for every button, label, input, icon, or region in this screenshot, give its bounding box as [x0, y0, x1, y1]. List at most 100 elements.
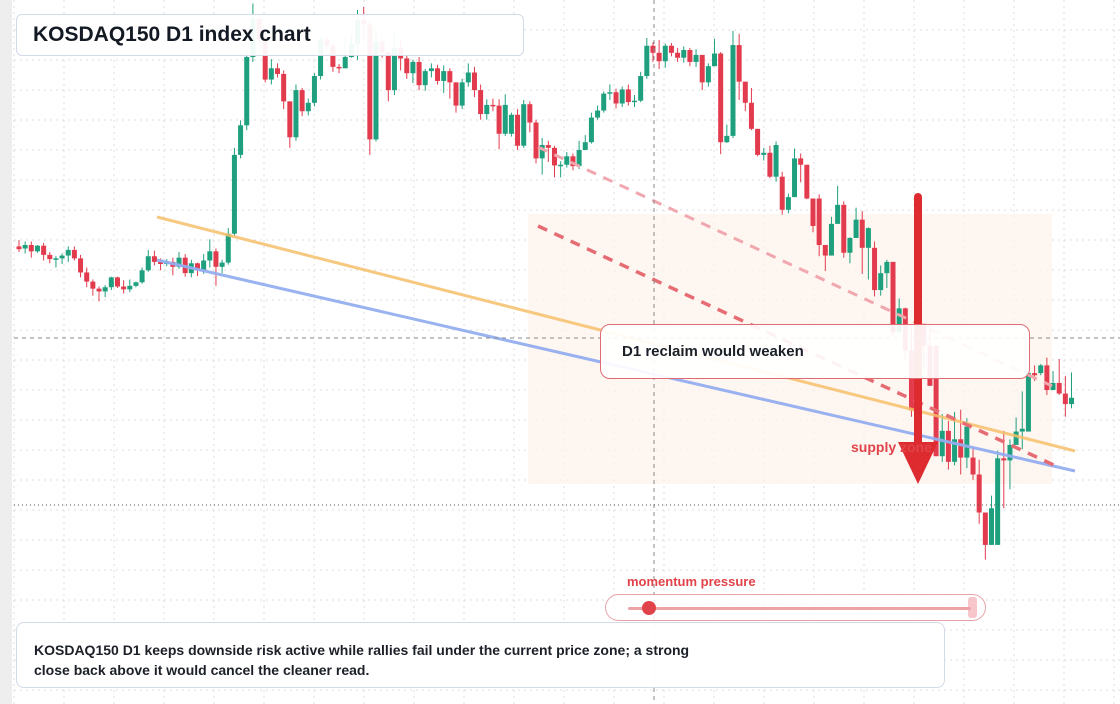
candle-body: [410, 61, 416, 74]
candle-body: [176, 257, 182, 267]
candle-bearish: [16, 240, 22, 253]
reclaim-callout: D1 reclaim would weaken: [600, 324, 1030, 379]
candle-bullish: [835, 185, 841, 224]
candle-bearish: [170, 257, 176, 276]
candle-body: [484, 104, 490, 115]
candle-bullish: [619, 86, 625, 108]
candle-bearish: [742, 81, 748, 112]
candle-bullish: [601, 91, 607, 113]
candle-bearish: [810, 198, 816, 233]
candle-bullish: [139, 267, 145, 284]
candle-body: [428, 68, 434, 72]
candle-body: [293, 90, 299, 138]
candle-body: [976, 474, 982, 513]
candle-bullish: [988, 495, 994, 545]
candle-bearish: [527, 101, 533, 133]
candle-bullish: [1050, 371, 1056, 391]
candle-bearish: [84, 267, 90, 288]
candle-bearish: [625, 84, 631, 106]
candle-body: [995, 458, 1001, 545]
candle-body: [736, 45, 742, 82]
candle-body: [158, 261, 164, 264]
candle-bearish: [151, 250, 157, 266]
candle-bearish: [699, 54, 705, 91]
candle-body: [779, 176, 785, 210]
candle-bullish: [730, 30, 736, 138]
candle-bearish: [533, 119, 539, 164]
candle-bullish: [422, 68, 428, 91]
candle-bearish: [416, 57, 422, 91]
candle-bearish: [859, 211, 865, 274]
candle-bullish: [465, 63, 471, 87]
candle-body: [502, 104, 508, 134]
candle-bullish: [607, 84, 613, 100]
candle-bearish: [28, 241, 34, 258]
candle-bullish: [693, 49, 699, 67]
candle-bearish: [404, 54, 410, 79]
candle-body: [767, 152, 773, 177]
candle-body: [576, 149, 582, 167]
candle-bearish: [96, 286, 102, 302]
candle-body: [687, 49, 693, 62]
candle-bullish: [644, 38, 650, 79]
candle-body: [748, 102, 754, 129]
candle-body: [810, 198, 816, 226]
candle-bullish: [865, 227, 871, 280]
candle-bullish: [705, 63, 711, 87]
candle-bullish: [484, 99, 490, 120]
candle-body: [884, 261, 890, 274]
candle-bearish: [435, 64, 441, 85]
candle-bullish: [995, 450, 1001, 545]
candle-body: [59, 255, 65, 259]
candle-bullish: [853, 207, 859, 238]
candle-bullish: [792, 148, 798, 198]
candle-bullish: [884, 259, 890, 288]
candle-body: [539, 145, 545, 159]
candle-bearish: [275, 63, 281, 78]
candle-bearish: [213, 248, 219, 286]
candle-body: [478, 90, 484, 115]
candle-body: [275, 68, 281, 74]
candle-body: [742, 81, 748, 103]
candle-bearish: [822, 244, 828, 272]
candle-bearish: [515, 109, 521, 150]
candle-body: [804, 164, 810, 199]
candle-bullish: [582, 135, 588, 150]
candle-body: [644, 45, 650, 77]
candle-body: [447, 71, 453, 83]
candle-bearish: [687, 47, 693, 67]
summary-text: KOSDAQ150 D1 keeps downside risk active …: [34, 642, 690, 678]
candle-body: [96, 288, 102, 292]
candle-body: [133, 282, 139, 286]
candle-body: [816, 198, 822, 245]
candle-body: [1069, 397, 1075, 405]
candle-bullish: [662, 43, 668, 68]
candle-bearish: [748, 88, 754, 131]
candle-body: [527, 104, 533, 123]
candle-bullish: [521, 99, 527, 148]
candle-body: [1007, 444, 1013, 461]
candle-bullish: [219, 259, 225, 274]
candle-body: [970, 457, 976, 475]
candle-body: [588, 117, 594, 143]
candle-bearish: [613, 88, 619, 109]
candle-bearish: [841, 201, 847, 258]
candle-body: [391, 47, 397, 91]
candle-body: [872, 247, 878, 291]
candle-body: [219, 262, 225, 267]
meter-knob: [641, 601, 656, 615]
candle-body: [1056, 382, 1062, 394]
candle-bullish: [595, 105, 601, 120]
candle-body: [619, 89, 625, 104]
candle-body: [318, 39, 324, 77]
candle-bearish: [736, 33, 742, 100]
candle-body: [139, 270, 145, 283]
candle-bearish: [816, 194, 822, 257]
candle-body: [662, 45, 668, 62]
candle-bullish: [1013, 417, 1019, 445]
candle-body: [712, 53, 718, 67]
candle-bearish: [281, 70, 287, 110]
candle-body: [1013, 431, 1019, 445]
candle-bullish: [761, 147, 767, 161]
candle-body: [595, 110, 601, 118]
